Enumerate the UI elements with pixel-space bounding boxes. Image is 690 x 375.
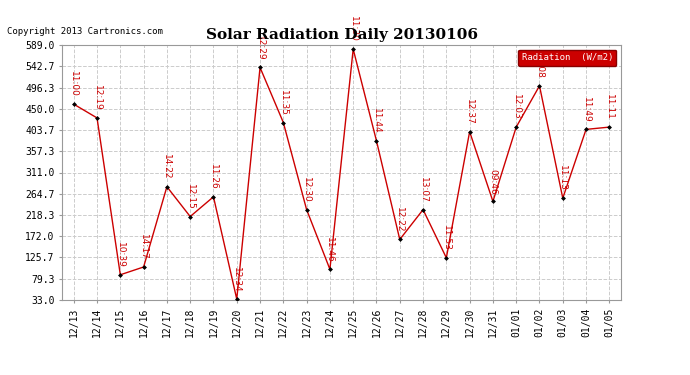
- Text: 11:08: 11:08: [535, 53, 544, 79]
- Text: 11:53: 11:53: [442, 225, 451, 251]
- Text: 10:39: 10:39: [116, 242, 125, 268]
- Text: 11:00: 11:00: [69, 71, 78, 97]
- Text: 11:11: 11:11: [605, 94, 614, 120]
- Text: 14:17: 14:17: [139, 234, 148, 260]
- Text: 11:13: 11:13: [558, 165, 567, 191]
- Text: 11:44: 11:44: [372, 108, 381, 134]
- Text: 09:46: 09:46: [489, 169, 497, 195]
- Legend: Radiation  (W/m2): Radiation (W/m2): [518, 50, 616, 66]
- Text: 11:35: 11:35: [279, 90, 288, 116]
- Text: 11:26: 11:26: [209, 164, 218, 190]
- Text: 12:37: 12:37: [465, 99, 474, 125]
- Text: 13:07: 13:07: [419, 177, 428, 203]
- Text: 12:15: 12:15: [186, 184, 195, 210]
- Text: 14:22: 14:22: [162, 154, 171, 180]
- Text: 11:30: 11:30: [348, 16, 357, 42]
- Text: 12:30: 12:30: [302, 177, 311, 203]
- Text: 12:03: 12:03: [512, 94, 521, 120]
- Text: 11:49: 11:49: [582, 97, 591, 123]
- Text: 12:34: 12:34: [233, 267, 241, 292]
- Text: 12:19: 12:19: [92, 85, 101, 111]
- Text: Copyright 2013 Cartronics.com: Copyright 2013 Cartronics.com: [7, 27, 163, 36]
- Text: 12:22: 12:22: [395, 207, 404, 232]
- Title: Solar Radiation Daily 20130106: Solar Radiation Daily 20130106: [206, 28, 477, 42]
- Text: 11:46: 11:46: [326, 237, 335, 262]
- Text: 12:29: 12:29: [255, 35, 264, 60]
